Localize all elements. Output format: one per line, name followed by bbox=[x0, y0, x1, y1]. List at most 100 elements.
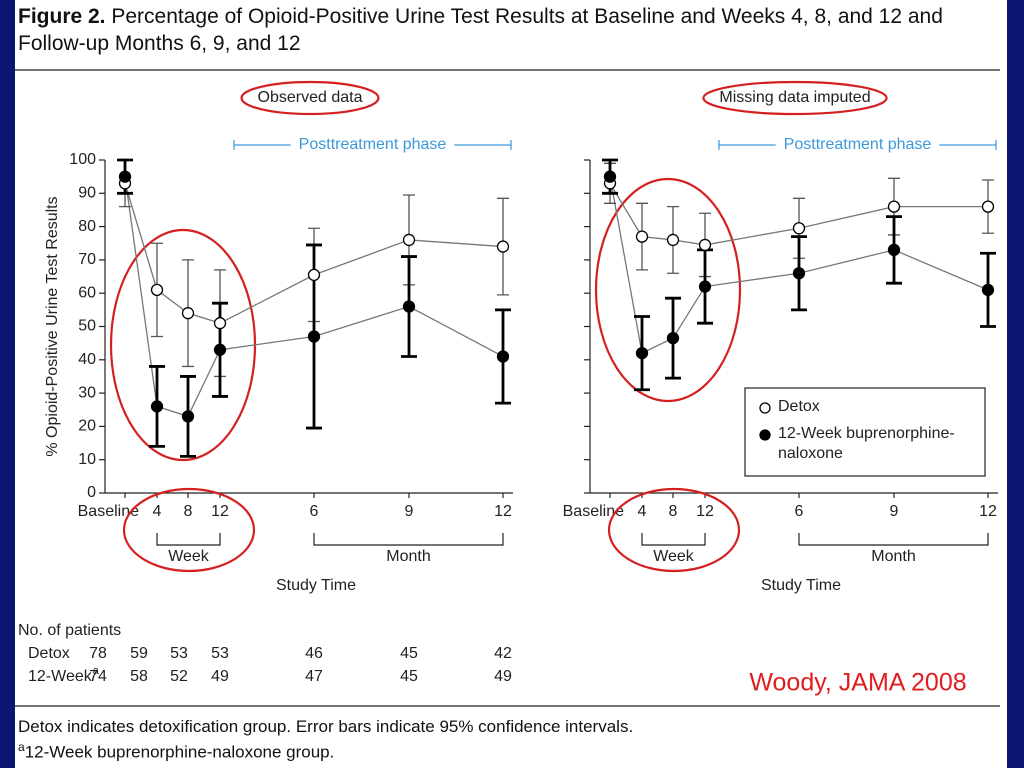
data-point bbox=[496, 350, 510, 363]
legend-label: 12-Week buprenorphine-naloxone bbox=[778, 425, 955, 462]
x-tick-label: 4 bbox=[638, 503, 647, 520]
y-tick-label: 10 bbox=[78, 451, 96, 468]
data-point bbox=[150, 400, 164, 413]
x-tick-label: 9 bbox=[405, 503, 414, 520]
data-point bbox=[792, 222, 806, 235]
y-tick-label: 0 bbox=[87, 484, 96, 501]
data-point bbox=[307, 268, 321, 282]
data-point bbox=[666, 332, 680, 345]
x-tick-label: 12 bbox=[979, 503, 997, 520]
footnote-text: 12-Week buprenorphine-naloxone group. bbox=[24, 742, 335, 762]
data-point bbox=[213, 343, 227, 356]
data-point bbox=[666, 233, 680, 247]
chart-subtitle: Missing data imputed bbox=[719, 89, 870, 106]
x-tick-label: 12 bbox=[696, 503, 714, 520]
group-bracket bbox=[313, 533, 504, 546]
y-axis-label: % Opioid-Positive Urine Test Results bbox=[44, 196, 61, 456]
legend-box bbox=[744, 387, 986, 477]
data-point bbox=[698, 280, 712, 293]
y-tick-label: 80 bbox=[78, 218, 96, 235]
figure-panel bbox=[15, 0, 1007, 768]
data-point bbox=[635, 230, 649, 243]
data-point bbox=[603, 170, 617, 183]
x-tick-label: 8 bbox=[669, 503, 678, 520]
group-label: Week bbox=[168, 548, 210, 565]
x-tick-label: 12 bbox=[494, 503, 512, 520]
x-axis-label: Study Time bbox=[761, 577, 841, 594]
row-value: 52 bbox=[170, 668, 188, 685]
row-value: 45 bbox=[400, 645, 418, 662]
footnote-text: Detox indicates detoxification group. Er… bbox=[18, 717, 634, 736]
footnote: Detox indicates detoxification group. Er… bbox=[18, 717, 633, 737]
row-value: 49 bbox=[211, 668, 229, 685]
highlight-ellipse bbox=[109, 228, 257, 462]
y-tick-label: 100 bbox=[69, 151, 96, 168]
data-point bbox=[792, 267, 806, 280]
row-value: 53 bbox=[211, 645, 229, 662]
data-point bbox=[118, 170, 132, 183]
data-point bbox=[981, 283, 995, 297]
group-label: Month bbox=[871, 548, 915, 565]
row-value: 45 bbox=[400, 668, 418, 685]
highlight-ellipse bbox=[594, 177, 742, 403]
legend-label: Detox bbox=[778, 398, 820, 415]
data-point bbox=[887, 200, 901, 213]
group-label: Month bbox=[386, 548, 430, 565]
x-tick-label: 6 bbox=[795, 503, 804, 520]
row-value: 46 bbox=[305, 645, 323, 662]
data-point bbox=[887, 243, 901, 257]
row-value: 53 bbox=[170, 645, 188, 662]
x-tick-label: 8 bbox=[184, 503, 193, 520]
table-title: No. of patients bbox=[18, 622, 121, 639]
group-bracket bbox=[641, 533, 706, 546]
footnote-mark: a bbox=[18, 740, 25, 754]
row-value: 59 bbox=[130, 645, 148, 662]
legend-marker bbox=[759, 402, 771, 414]
figure-label: Figure 2. bbox=[18, 5, 106, 28]
group-bracket bbox=[798, 533, 989, 546]
data-point bbox=[402, 300, 416, 313]
footnote: a12-Week buprenorphine-naloxone group. bbox=[18, 740, 334, 763]
data-point bbox=[496, 240, 510, 253]
phase-annotation: Posttreatment phase bbox=[784, 136, 932, 153]
data-point bbox=[213, 317, 227, 330]
row-label: Detox bbox=[28, 645, 70, 662]
data-point bbox=[181, 410, 195, 423]
row-value: 78 bbox=[89, 645, 107, 662]
figure-title: Percentage of Opioid-Positive Urine Test… bbox=[18, 5, 943, 55]
highlight-ellipse bbox=[702, 80, 888, 116]
y-tick-label: 90 bbox=[78, 185, 96, 202]
highlight-ellipse bbox=[122, 487, 256, 573]
legend-entry: Detox bbox=[778, 398, 820, 415]
x-axis-label: Study Time bbox=[276, 577, 356, 594]
y-tick-label: 30 bbox=[78, 384, 96, 401]
data-point bbox=[402, 233, 416, 247]
highlight-ellipse bbox=[607, 487, 741, 573]
data-point bbox=[150, 283, 164, 297]
figure-heading: Figure 2. Percentage of Opioid-Positive … bbox=[18, 3, 986, 57]
row-value: 42 bbox=[494, 645, 512, 662]
data-point bbox=[307, 330, 321, 343]
x-tick-label: 12 bbox=[211, 503, 229, 520]
x-tick-label: 4 bbox=[153, 503, 162, 520]
y-tick-label: 20 bbox=[78, 418, 96, 435]
row-value: 58 bbox=[130, 668, 148, 685]
phase-annotation: Posttreatment phase bbox=[299, 136, 447, 153]
row-value: 74 bbox=[89, 668, 107, 685]
x-tick-label: Baseline bbox=[563, 503, 624, 520]
y-tick-label: 40 bbox=[78, 351, 96, 368]
row-value: 47 bbox=[305, 668, 323, 685]
y-tick-label: 60 bbox=[78, 284, 96, 301]
chart-subtitle: Observed data bbox=[258, 89, 363, 106]
data-point bbox=[698, 238, 712, 252]
data-point bbox=[981, 200, 995, 213]
row-value: 49 bbox=[494, 668, 512, 685]
data-point bbox=[181, 307, 195, 320]
legend-marker bbox=[759, 429, 771, 441]
x-tick-label: 6 bbox=[310, 503, 319, 520]
y-tick-label: 70 bbox=[78, 251, 96, 268]
y-tick-label: 50 bbox=[78, 318, 96, 335]
citation: Woody, JAMA 2008 bbox=[749, 669, 966, 697]
